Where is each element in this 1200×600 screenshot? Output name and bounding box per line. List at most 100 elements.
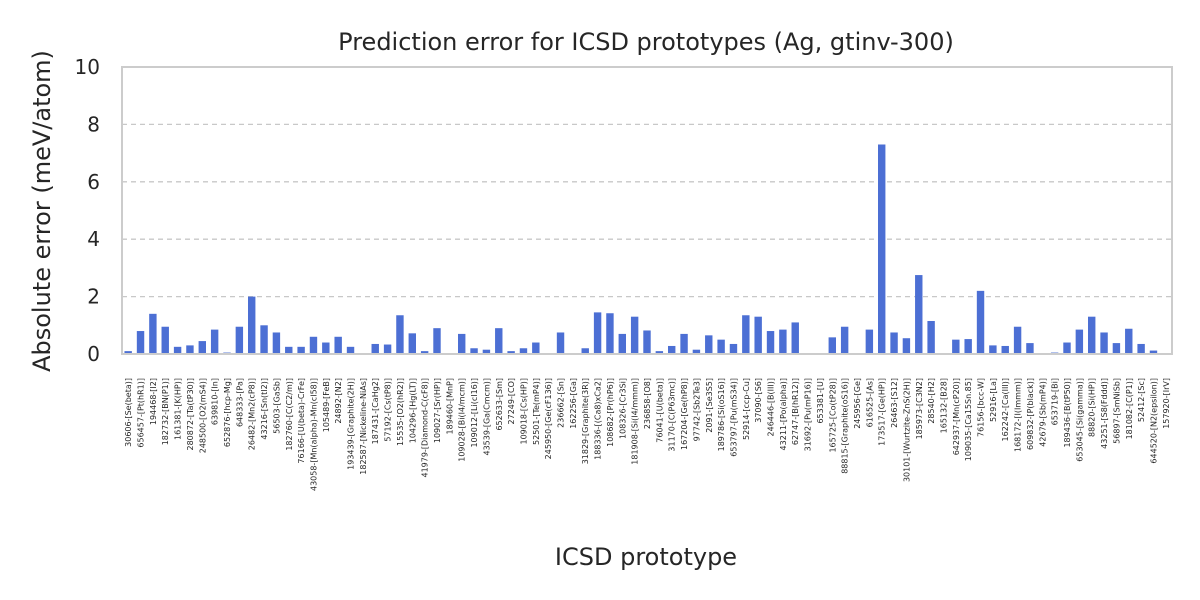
bar xyxy=(334,336,342,354)
bar xyxy=(655,351,664,354)
bar xyxy=(791,322,799,354)
bar xyxy=(729,343,738,354)
x-tick-label: 167204-[Ge(hP8)] xyxy=(680,378,689,450)
bar xyxy=(198,341,206,354)
x-tick-label: 31829-[Graphite(3R)] xyxy=(581,378,590,464)
bar xyxy=(136,331,145,354)
bar xyxy=(1026,343,1034,354)
bar xyxy=(346,346,355,354)
x-tick-label: 181082-[C(P1)] xyxy=(1125,378,1134,439)
bar xyxy=(285,346,293,354)
x-tick-label: 30101-[Wurtzite-ZnS(2H)] xyxy=(902,378,911,482)
bar xyxy=(1137,343,1145,354)
bar xyxy=(260,325,268,354)
x-tick-label: 108682-[Pr(hP6)] xyxy=(606,378,615,447)
x-tick-label: 280872-[Ta(tP30)] xyxy=(186,378,195,451)
x-tick-label: 52914-[ccp-Cu] xyxy=(742,378,751,440)
bar xyxy=(309,336,318,354)
x-tick-label: 15535-[O2(hR2)] xyxy=(396,378,405,446)
x-tick-label: 109027-[Sr(HP)] xyxy=(433,378,442,443)
bar xyxy=(161,326,169,354)
y-tick-label: 6 xyxy=(87,170,100,194)
x-tick-label: 168172-[I(Immm)] xyxy=(1014,378,1023,452)
x-tick-label: 43251-[S8(Fddd)] xyxy=(1100,378,1109,449)
bar xyxy=(297,346,305,354)
x-tick-label: 652633-[Sm] xyxy=(495,378,504,431)
x-tick-label: 189460-[MnP] xyxy=(445,378,454,434)
bar xyxy=(458,333,466,354)
x-tick-label: 157920-[IrV] xyxy=(1162,378,1171,429)
bar xyxy=(149,313,157,354)
x-tick-label: 43216-[Sn(tI2)] xyxy=(260,378,269,440)
x-axis-ticks: 30606-[Se(beta)] 656457-[Pt(hR1)] 194468-[… xyxy=(124,378,1171,491)
x-tick-label: 62747-[B(hR12)] xyxy=(791,378,800,445)
x-tick-label: 161381-[K(HP)] xyxy=(174,378,183,440)
bar xyxy=(396,315,404,354)
x-tick-label: 2091-[Se3S5] xyxy=(705,378,714,433)
bar xyxy=(878,144,886,354)
bar xyxy=(371,343,379,354)
bar xyxy=(124,351,132,354)
chart-title: Prediction error for ICSD prototypes (Ag… xyxy=(338,28,954,56)
x-tick-label: 189436-[B(tP50)] xyxy=(1063,378,1072,448)
y-axis-ticks: 0 2 4 6 8 10 xyxy=(75,55,100,366)
x-tick-label: 109028-[Bi(I4/mcm)] xyxy=(458,378,467,462)
bar xyxy=(865,329,874,354)
x-tick-label: 41979-[Diamond-C(cF8)] xyxy=(421,378,430,478)
x-tick-label: 653381-[U] xyxy=(816,378,825,424)
x-tick-label: 31692-[Pu(mP16)] xyxy=(804,378,813,451)
bar xyxy=(235,326,244,354)
bar xyxy=(186,345,194,354)
y-tick-label: 10 xyxy=(75,55,100,79)
x-tick-label: 653797-[Pu(mS34)] xyxy=(729,378,738,457)
bar xyxy=(210,329,219,354)
x-tick-label: 43211-[Po(alpha)] xyxy=(779,378,788,450)
bar xyxy=(1100,332,1108,354)
bar xyxy=(902,338,911,354)
x-tick-label: 193439-[Graphite(2H)] xyxy=(347,378,356,470)
x-tick-label: 76041-[U(beta)] xyxy=(655,378,664,443)
x-tick-label: 245956-[Ge] xyxy=(853,378,862,429)
bar xyxy=(742,315,750,354)
x-tick-label: 27249-[CO] xyxy=(507,378,516,424)
bar xyxy=(976,290,985,354)
bar xyxy=(519,348,528,354)
x-tick-label: 52916-[La] xyxy=(989,378,998,422)
x-tick-label: 30606-[Se(beta)] xyxy=(124,378,133,447)
x-tick-label: 173517-[Ge(HP)] xyxy=(878,378,887,446)
x-tick-label: 182587-[Nickeline-NiAs] xyxy=(359,378,368,475)
bar xyxy=(705,335,713,354)
plot-frame xyxy=(121,66,1173,355)
x-tick-label: 639810-[In] xyxy=(211,378,220,425)
x-tick-label: 616525-[As] xyxy=(865,378,874,427)
x-tick-label: 76156-[bcc-W] xyxy=(977,378,986,437)
bar xyxy=(1075,329,1084,354)
x-tick-label: 653045-[Si(gamma)] xyxy=(1075,378,1084,462)
x-tick-label: 648333-[Pa] xyxy=(235,378,244,427)
x-tick-label: 56503-[GaSb] xyxy=(272,378,281,434)
bar xyxy=(420,351,429,354)
bar xyxy=(643,330,651,354)
x-tick-label: 105489-[FeB] xyxy=(322,378,331,432)
bar xyxy=(989,345,997,354)
bar xyxy=(1063,342,1071,354)
y-tick-label: 8 xyxy=(87,112,100,136)
x-tick-label: 43539-[Ga(Cmcm)] xyxy=(482,378,491,456)
x-tick-label: 162242-[Ca(III)] xyxy=(1001,378,1010,441)
x-tick-label: 88815-[Graphite(oS16)] xyxy=(841,378,850,474)
bar xyxy=(383,344,392,354)
bar xyxy=(680,333,688,354)
bar xyxy=(915,275,923,354)
x-tick-label: 31170-[C(P63mc)] xyxy=(668,378,677,452)
bar xyxy=(1125,328,1133,354)
bar xyxy=(927,320,935,354)
bar xyxy=(717,339,725,354)
x-tick-label: 109012-[Li(cI16)] xyxy=(470,378,479,448)
bar xyxy=(556,332,565,354)
bar xyxy=(581,348,589,354)
bar-series xyxy=(124,144,1158,354)
x-tick-label: 188336-[(Ca8)xCa2] xyxy=(594,378,603,460)
bar xyxy=(408,333,416,354)
x-tick-label: 194468-[I2] xyxy=(149,378,158,425)
